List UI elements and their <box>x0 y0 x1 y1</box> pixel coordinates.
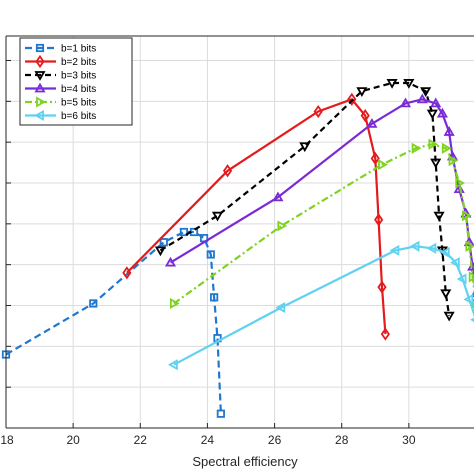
legend-label-4: b=5 bits <box>61 98 96 109</box>
data-point-3-4 <box>416 93 428 104</box>
data-point-2-0 <box>154 246 166 257</box>
data-point-2-7 <box>426 109 438 120</box>
legend: b=1 bits b=2 bits b=3 bits b=4 bits b=5 bits… <box>19 37 133 126</box>
legend-label-5: b=6 bits <box>61 111 96 122</box>
legend-marker-1 <box>35 54 45 69</box>
series-5 <box>168 240 474 371</box>
data-point-1-1 <box>222 164 233 178</box>
data-point-4-1 <box>277 220 288 232</box>
data-point-2-11 <box>440 289 452 300</box>
data-point-3-5 <box>430 97 442 108</box>
data-point-5-6 <box>450 257 460 269</box>
series-line-4 <box>173 143 474 305</box>
data-point-3-0 <box>164 256 177 267</box>
data-point-4-2 <box>378 159 388 171</box>
data-point-5-7 <box>456 273 467 285</box>
data-point-3-7 <box>443 126 455 136</box>
data-point-0-7 <box>210 293 219 302</box>
data-point-0-2 <box>159 238 168 247</box>
data-point-5-2 <box>389 244 400 256</box>
legend-marker-4 <box>36 96 46 108</box>
data-point-5-0 <box>168 359 178 371</box>
data-point-4-6 <box>448 154 459 167</box>
series-line-0 <box>5 230 222 414</box>
series-layer <box>1 79 474 418</box>
data-point-2-8 <box>430 158 442 169</box>
data-point-0-9 <box>216 409 225 418</box>
data-point-0-1 <box>89 299 98 308</box>
data-point-4-7 <box>455 177 466 189</box>
data-point-4-8 <box>462 210 472 222</box>
legend-marker-2 <box>34 71 46 81</box>
series-1 <box>122 92 390 341</box>
data-point-1-3 <box>347 92 357 106</box>
x-tick-label-6: 30 <box>402 433 416 447</box>
data-point-5-4 <box>426 242 437 254</box>
data-point-3-2 <box>366 117 378 128</box>
data-point-1-2 <box>313 104 323 119</box>
data-point-4-3 <box>411 142 422 154</box>
data-point-1-6 <box>374 213 384 227</box>
data-point-4-5 <box>441 142 452 154</box>
data-point-1-4 <box>360 109 370 123</box>
data-point-5-5 <box>439 246 450 258</box>
data-point-2-6 <box>420 87 432 97</box>
x-tick-label-1: 20 <box>66 433 80 447</box>
data-point-3-11 <box>463 236 474 247</box>
data-point-2-9 <box>433 211 445 222</box>
data-point-1-8 <box>380 327 390 341</box>
data-point-0-3 <box>179 227 189 237</box>
data-point-3-3 <box>399 97 412 108</box>
data-point-3-6 <box>436 107 448 118</box>
data-point-1-7 <box>377 280 387 294</box>
data-point-2-4 <box>386 79 398 89</box>
x-tick-label-3: 24 <box>201 433 215 447</box>
data-point-2-2 <box>299 142 311 153</box>
data-point-4-9 <box>465 240 474 252</box>
data-point-2-3 <box>356 87 368 97</box>
data-point-4-0 <box>169 297 180 310</box>
data-point-0-6 <box>206 250 215 259</box>
data-point-1-5 <box>370 151 380 166</box>
data-point-4-4 <box>428 138 439 150</box>
data-point-1-0 <box>122 266 132 280</box>
data-point-5-1 <box>275 301 286 314</box>
data-point-3-1 <box>272 191 284 202</box>
legend-label-0: b=1 bits <box>61 44 96 55</box>
x-tick-label-4: 26 <box>268 433 282 447</box>
legend-marker-3 <box>34 82 46 93</box>
data-point-2-12 <box>443 311 455 322</box>
legend-marker-0 <box>35 43 45 53</box>
legend-label-2: b=3 bits <box>61 71 96 82</box>
data-point-2-5 <box>403 79 415 89</box>
series-line-1 <box>126 98 387 335</box>
data-point-5-8 <box>463 293 474 305</box>
axes: 18 20 22 24 26 28 30 <box>0 35 474 447</box>
legend-label-1: b=2 bits <box>61 57 96 68</box>
legend-marker-5 <box>34 109 44 122</box>
x-tick-label-5: 28 <box>335 433 349 447</box>
x-axis-label: Spectral efficiency <box>192 454 298 469</box>
legend-label-3: b=4 bits <box>61 84 96 95</box>
x-tick-label-0: 18 <box>0 433 14 447</box>
data-point-2-1 <box>211 211 224 222</box>
series-line-5 <box>173 245 474 366</box>
data-point-4-10 <box>468 271 474 283</box>
x-tick-label-2: 22 <box>134 433 148 447</box>
data-point-5-3 <box>409 240 420 252</box>
legend-box <box>19 37 133 126</box>
